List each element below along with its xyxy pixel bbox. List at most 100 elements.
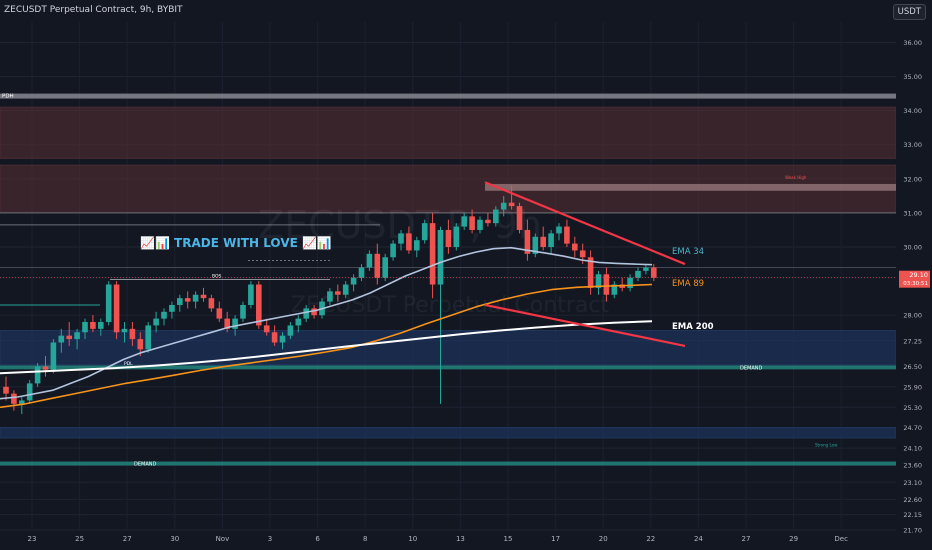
countdown-label: 03:30:51 <box>903 281 928 287</box>
candle-body <box>11 393 17 404</box>
demand-zone <box>0 427 897 439</box>
candle-body <box>579 250 586 258</box>
candle-body <box>208 298 215 309</box>
candle-body <box>437 229 444 285</box>
candle-body <box>358 267 365 278</box>
candle-body <box>342 284 349 295</box>
y-tick-label: 25.90 <box>903 383 922 391</box>
candle-body <box>34 366 41 384</box>
candle-body <box>469 216 475 230</box>
candle-body <box>177 298 183 305</box>
y-tick-label: 25.30 <box>903 404 922 412</box>
candle-body <box>532 236 539 254</box>
last-price-badge <box>899 270 930 288</box>
candle-body <box>421 223 428 241</box>
candle-body <box>287 325 294 336</box>
currency-button[interactable]: USDT <box>892 4 926 20</box>
candle-body <box>66 335 72 340</box>
y-tick-label: 30.00 <box>903 244 922 252</box>
y-tick-label: 23.10 <box>903 479 922 487</box>
y-tick-label: 35.00 <box>903 73 922 81</box>
y-tick-label: 32.00 <box>903 175 922 183</box>
candle-body <box>516 206 523 230</box>
y-tick-label: 33.00 <box>903 141 922 149</box>
candle-body <box>500 202 507 210</box>
candle-body <box>524 229 531 254</box>
candle-body <box>58 335 65 343</box>
candle-body <box>19 400 25 404</box>
candle-body <box>556 226 562 234</box>
candle-body <box>398 233 404 244</box>
candle-body <box>145 325 151 350</box>
x-tick-label: 10 <box>408 535 417 543</box>
candle-body <box>508 202 515 207</box>
x-tick-label: 22 <box>646 535 655 543</box>
candle-body <box>295 318 302 326</box>
candle-body <box>263 325 270 333</box>
x-tick-label: 3 <box>268 535 272 543</box>
ema89-line <box>0 283 653 409</box>
candle-body <box>461 216 467 227</box>
candle-body <box>327 291 333 302</box>
y-tick-label: 22.15 <box>903 511 922 519</box>
candle-body <box>90 322 96 329</box>
candle-body <box>595 274 602 288</box>
y-tick-label: 31.00 <box>903 209 922 217</box>
y-tick-label: 26.50 <box>903 363 922 371</box>
candle-body <box>137 339 144 350</box>
candle-body <box>105 284 112 323</box>
watermark-name: ZECUSDT Perpetual Contract <box>291 293 610 318</box>
candle-body <box>248 284 254 305</box>
candle-body <box>627 277 633 288</box>
candle-body <box>611 284 618 295</box>
x-tick-label: 8 <box>363 535 367 543</box>
candle-body <box>129 328 136 340</box>
candle-body <box>240 304 246 319</box>
candle-body <box>256 284 262 326</box>
candle-body <box>153 318 159 326</box>
candle-body <box>192 294 199 302</box>
candle-body <box>635 270 641 278</box>
candle-body <box>445 229 452 248</box>
candle-body <box>161 311 167 319</box>
x-tick-label: 25 <box>75 535 84 543</box>
strong-low-label: Strong Low <box>815 442 838 447</box>
candle-body <box>429 223 436 285</box>
candle-body <box>335 291 341 295</box>
supply-zone <box>0 106 897 159</box>
y-tick-label: 24.70 <box>903 424 922 432</box>
wedge-lower-line <box>484 303 686 347</box>
candle-body <box>50 342 57 370</box>
candle-body <box>74 332 80 340</box>
demand-label: DEMAND <box>740 365 762 371</box>
candle-body <box>603 274 610 295</box>
x-tick-label: Dec <box>834 535 848 543</box>
candle-body <box>366 253 373 268</box>
x-tick-label: 17 <box>551 535 560 543</box>
ema200-label: EMA 200 <box>672 322 714 332</box>
demand-label: DEMAND <box>134 462 156 468</box>
candle-body <box>113 284 120 333</box>
x-tick-label: 15 <box>504 535 513 543</box>
x-tick-label: 13 <box>456 535 465 543</box>
y-tick-label: 24.10 <box>903 445 922 453</box>
candle-body <box>477 219 483 230</box>
y-tick-label: 23.60 <box>903 462 922 470</box>
pdh-label: PDH <box>2 94 14 100</box>
candle-body <box>390 243 396 258</box>
y-tick-label: 28.00 <box>903 312 922 320</box>
ema89-label: EMA 89 <box>672 279 704 289</box>
candle-body <box>3 386 9 394</box>
chart-title: ZECUSDT Perpetual Contract, 9h, BYBIT <box>4 5 183 15</box>
last-price-label: 29.10 <box>909 271 928 279</box>
x-tick-label: 6 <box>315 535 320 543</box>
candle-body <box>224 318 230 329</box>
x-tick-label: 29 <box>789 535 798 543</box>
candle-body <box>572 243 578 251</box>
demand-line <box>0 461 896 466</box>
candle-body <box>279 335 286 343</box>
wedge-upper-line <box>484 181 686 266</box>
candle-body <box>42 366 49 370</box>
